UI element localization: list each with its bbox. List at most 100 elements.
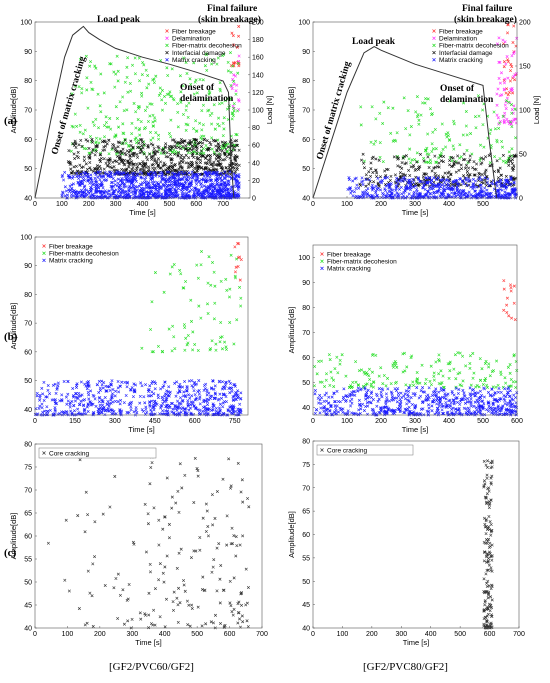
point-a-left-s3-451 — [179, 159, 183, 163]
point-a-left-s4-904 — [213, 192, 217, 196]
point-a-left-s4-419 — [158, 171, 162, 175]
point-a-right-s4-483 — [366, 187, 370, 191]
point-a-left-s4-97 — [145, 183, 149, 187]
point-a-left-s3-7 — [98, 160, 103, 164]
point-a-right-s2-32 — [378, 111, 382, 115]
point-a-right-s3-125 — [401, 156, 405, 160]
point-a-right-s2-128 — [434, 147, 438, 151]
point-a-left-s3-435 — [115, 154, 119, 158]
point-b-right-s2-507 — [469, 404, 473, 408]
point-a-right-s2-135 — [501, 114, 505, 118]
point-a-right-s3-147 — [377, 158, 381, 162]
point-a-left-s2-18 — [102, 123, 106, 128]
point-a-left-s3-183 — [173, 144, 177, 148]
point-a-left-s3-562 — [117, 157, 121, 161]
point-a-left-s4-1041 — [234, 184, 238, 188]
point-a-left-s3-141 — [72, 165, 76, 169]
legend-marker-b-left-1 — [42, 251, 46, 255]
point-a-left-s4-756 — [212, 170, 216, 174]
point-a-left-s3-175 — [224, 140, 228, 144]
point-b-left-s2-477 — [38, 393, 42, 397]
point-b-right-s2-479 — [348, 399, 352, 403]
point-a-left-s4-764 — [209, 182, 213, 186]
point-a-left-s2-114 — [160, 108, 164, 112]
point-a-right-s3-217 — [472, 173, 476, 177]
point-b-left-s2-331 — [239, 391, 243, 395]
points-b-right — [312, 279, 519, 417]
point-a-left-s4-91 — [113, 179, 117, 183]
point-a-left-s4-897 — [147, 191, 151, 195]
point-a-left-s2-330 — [192, 92, 196, 96]
point-b-right-s2-104 — [435, 402, 439, 406]
point-a-left-s2-357 — [113, 135, 117, 139]
point-b-left-s2-563 — [79, 380, 83, 384]
point-a-left-s3-345 — [149, 155, 153, 159]
point-a-left-s4-894 — [105, 178, 109, 182]
point-a-right-s3-221 — [408, 173, 412, 177]
point-a-left-s2-106 — [201, 123, 205, 127]
point-b-right-s1-144 — [394, 380, 398, 384]
point-a-left-s2-33 — [140, 94, 144, 98]
point-b-right-s1-142 — [479, 378, 483, 382]
point-a-right-s3-159 — [362, 161, 366, 165]
point-a-left-s3-492 — [95, 168, 99, 172]
point-a-left-s3-617 — [126, 159, 130, 163]
point-a-left-s3-499 — [201, 141, 205, 145]
point-a-left-s3-611 — [107, 138, 111, 142]
point-a-left-s3-601 — [167, 167, 171, 172]
point-a-left-s2-85 — [136, 139, 140, 143]
point-b-right-s2-577 — [451, 406, 455, 410]
point-a-left-s2-96 — [78, 57, 82, 61]
point-a-right-s4-494 — [411, 180, 415, 184]
point-a-right-s4-46 — [512, 181, 516, 185]
point-a-left-s3-370 — [228, 169, 232, 173]
point-a-right-s3-113 — [459, 183, 463, 187]
point-a-left-s3-351 — [212, 160, 216, 164]
point-a-right-s3-169 — [443, 171, 447, 175]
legend-marker-a-left-0 — [165, 29, 169, 33]
point-b-right-s2-585 — [377, 387, 381, 391]
point-a-right-s2-92 — [424, 149, 428, 153]
point-a-left-s3-298 — [165, 151, 169, 155]
point-a-left-s3-628 — [103, 148, 107, 152]
point-a-right-s3-15 — [467, 160, 471, 164]
point-a-left-s4-926 — [183, 171, 187, 175]
point-b-right-s2-533 — [313, 389, 317, 393]
point-a-left-s3-679 — [140, 140, 144, 144]
point-a-left-s3-523 — [90, 150, 94, 154]
point-b-left-s2-118 — [114, 389, 118, 393]
point-a-left-s3-450 — [147, 169, 151, 173]
point-b-left-s2-322 — [116, 379, 120, 384]
point-a-left-s2-135 — [152, 124, 156, 128]
point-a-left-s2-41 — [184, 60, 188, 64]
point-a-left-s4-513 — [157, 174, 161, 178]
point-b-left-s2-57 — [220, 396, 224, 400]
point-b-left-s2-401 — [204, 411, 208, 415]
point-a-left-s4-580 — [177, 177, 181, 181]
point-a-right-s3-256 — [472, 160, 476, 164]
point-a-right-s3-297 — [372, 180, 376, 184]
point-a-left-s4-759 — [111, 192, 115, 196]
point-a-left-s4-603 — [108, 192, 112, 196]
point-a-right-s4-28 — [479, 183, 483, 187]
point-a-left-s2-234 — [70, 92, 74, 96]
point-b-left-s2-165 — [161, 398, 165, 402]
point-a-left-s3-510 — [129, 139, 133, 143]
point-a-left-s2-206 — [83, 128, 87, 132]
point-a-left-s2-171 — [73, 112, 77, 116]
point-a-right-s2-61 — [478, 158, 482, 163]
point-a-left-s4-925 — [96, 170, 100, 174]
point-a-left-s4-823 — [60, 195, 64, 199]
point-a-left-s3-548 — [195, 169, 199, 173]
point-a-left-s4-975 — [183, 187, 187, 191]
point-a-right-s3-13 — [404, 154, 408, 158]
point-a-left-s2-89 — [198, 121, 202, 125]
point-a-left-s2-31 — [78, 123, 82, 127]
point-a-right-s2-66 — [509, 103, 513, 107]
point-b-right-s2-586 — [506, 412, 510, 416]
legend-label-a-left-1: Delamination — [172, 36, 210, 43]
point-a-left-s2-224 — [94, 136, 98, 140]
point-a-right-s4-542 — [483, 186, 487, 190]
point-b-left-s2-298 — [193, 393, 197, 397]
point-a-left-s4-325 — [181, 172, 185, 176]
